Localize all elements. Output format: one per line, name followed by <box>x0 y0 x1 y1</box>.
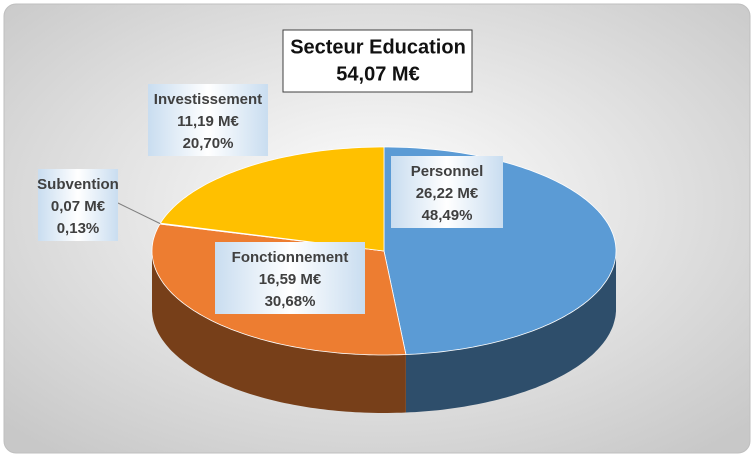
percent-label: 20,70% <box>183 135 234 152</box>
slice-side <box>405 251 616 413</box>
value-label: 16,59 M€ <box>259 271 322 288</box>
category-label: Subvention <box>37 176 119 193</box>
label-box <box>38 169 118 241</box>
percent-label: 48,49% <box>422 207 473 224</box>
slice-side <box>152 251 406 413</box>
leader-line <box>117 202 161 225</box>
label-box <box>391 156 503 228</box>
pie <box>151 146 617 413</box>
category-label: Personnel <box>411 163 484 180</box>
label-box <box>215 242 365 314</box>
value-label: 0,07 M€ <box>51 198 106 215</box>
slice <box>159 146 385 252</box>
title-box <box>282 29 473 93</box>
value-label: 26,22 M€ <box>416 185 479 202</box>
labels: Personnel 26,22 M€ 48,49% Fonctionnement 16,… <box>37 84 503 314</box>
label-box <box>148 84 268 156</box>
chart-title: Secteur Education <box>290 36 466 58</box>
percent-label: 0,13% <box>57 220 100 237</box>
category-label: Investissement <box>154 91 262 108</box>
percent-label: 30,68% <box>265 293 316 310</box>
chart-subtitle: 54,07 M€ <box>336 63 419 85</box>
value-label: 11,19 M€ <box>177 113 239 130</box>
category-label: Fonctionnement <box>232 249 349 266</box>
